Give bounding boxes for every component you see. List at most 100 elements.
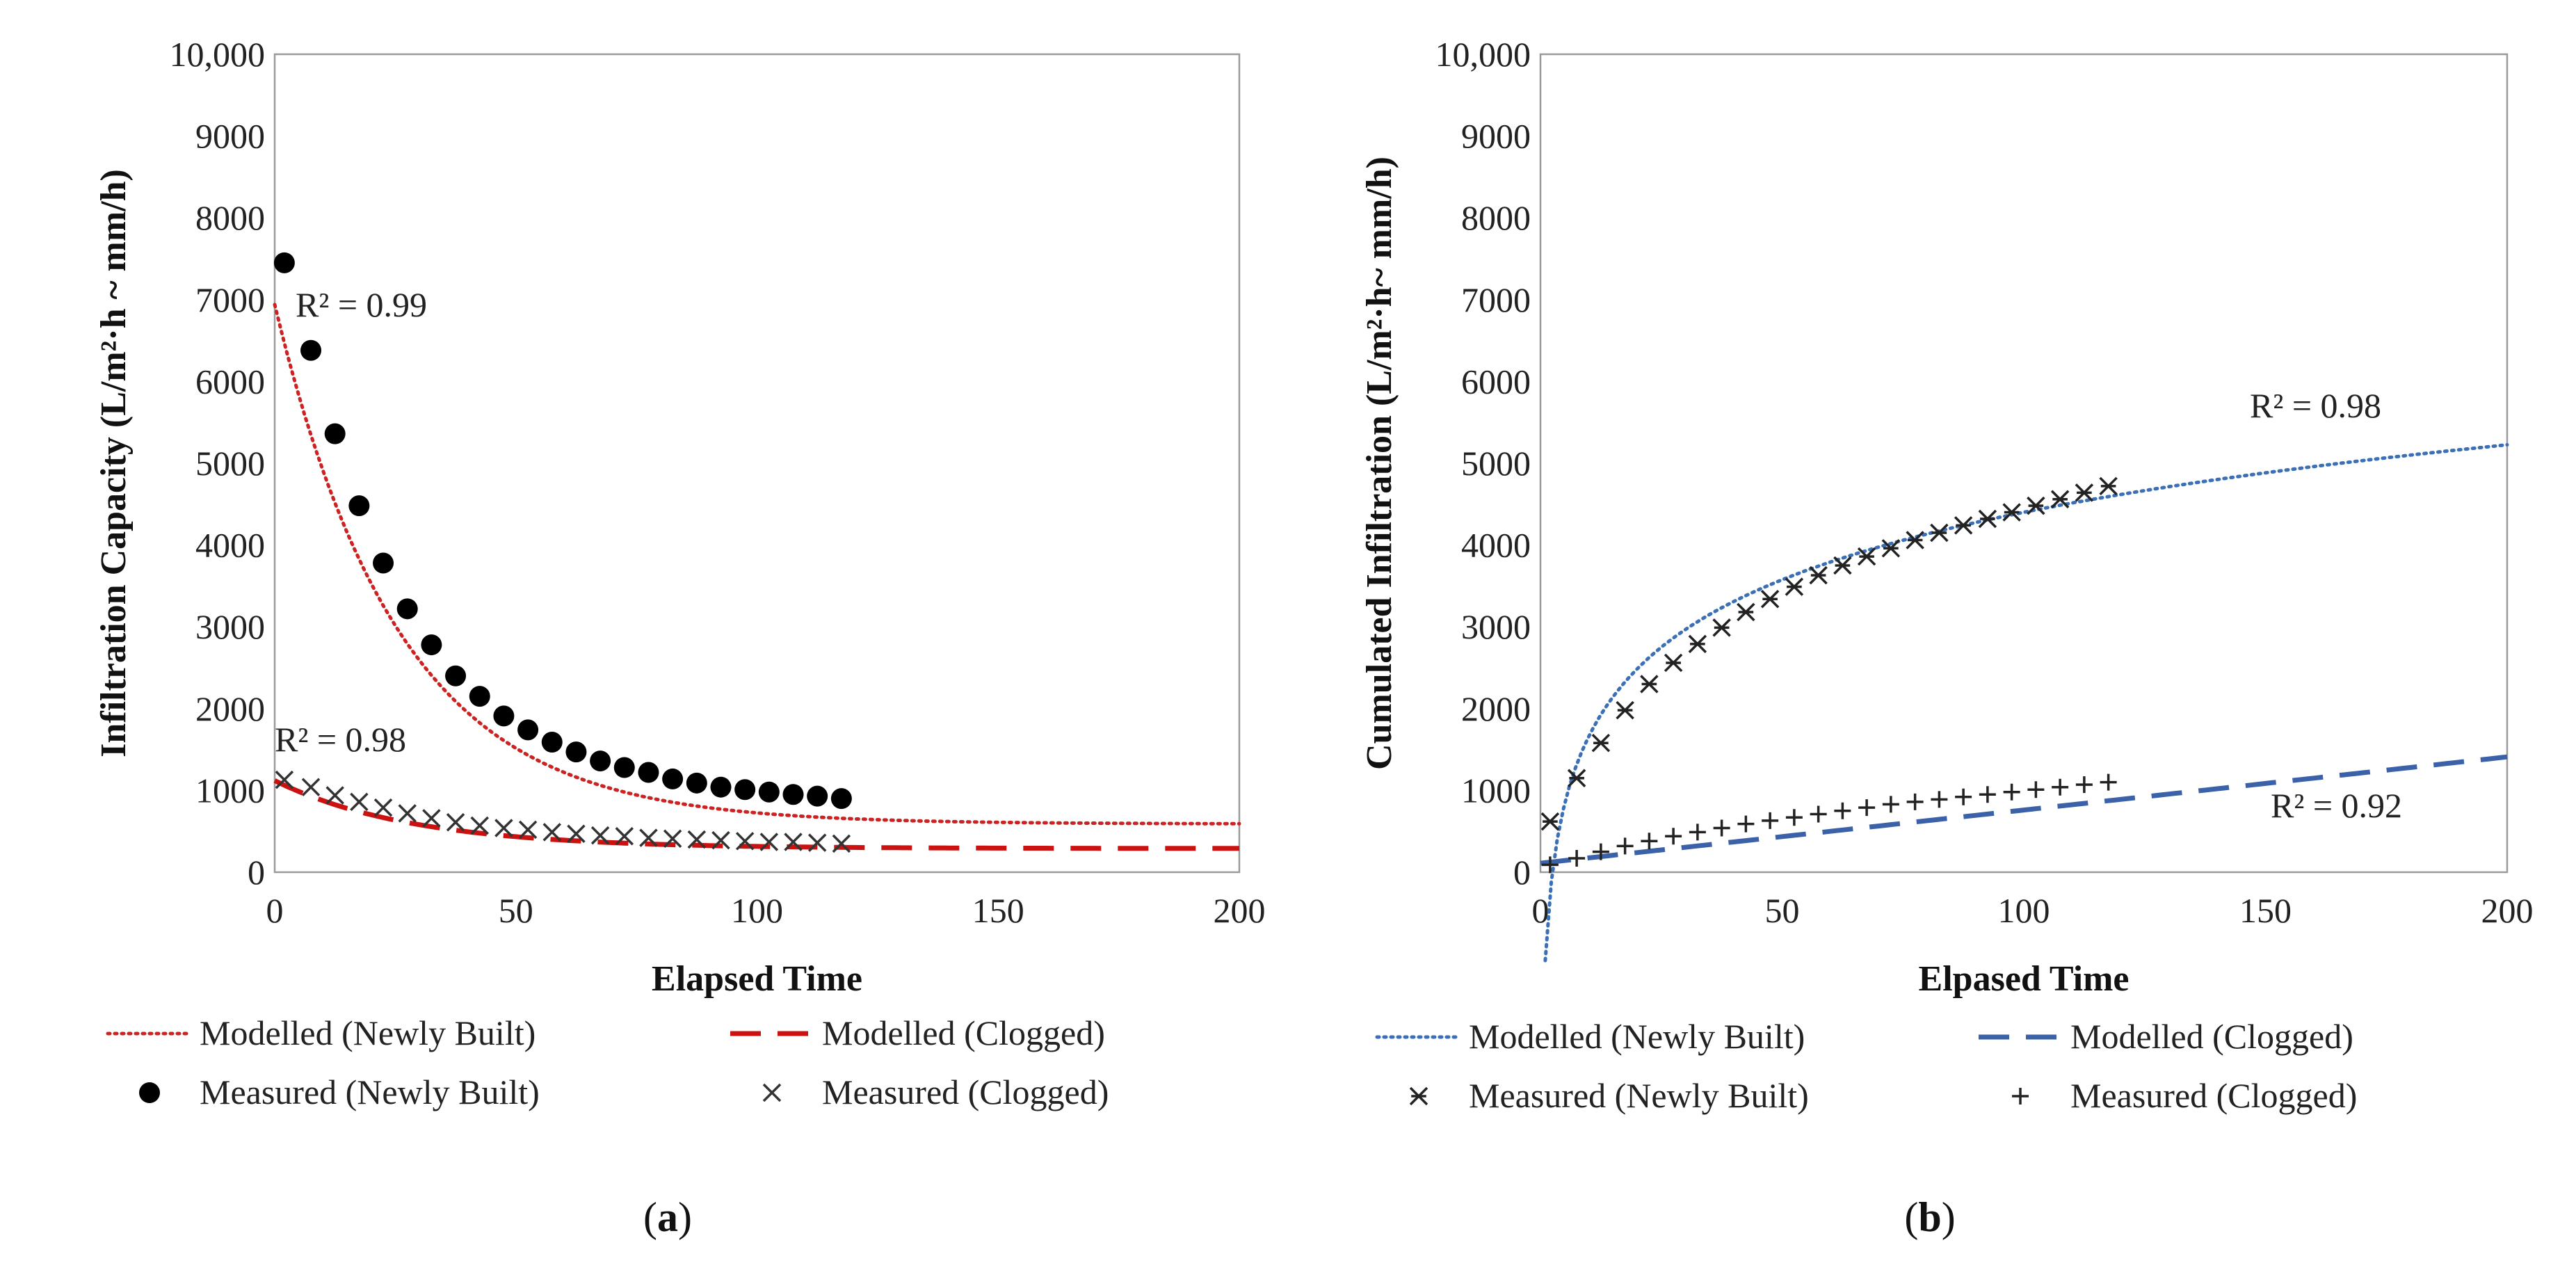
data-point bbox=[710, 776, 732, 798]
data-point bbox=[2050, 490, 2070, 508]
y-axis-label: Cumulated Infiltration (L/m²·h~ mm/h) bbox=[1360, 156, 1399, 770]
x-axis-label: Elapsed Time bbox=[652, 959, 862, 999]
data-point bbox=[373, 552, 394, 574]
data-point bbox=[2027, 496, 2045, 515]
x-tick-label: 150 bbox=[2239, 891, 2292, 930]
data-point bbox=[422, 809, 441, 828]
y-tick-label: 1000 bbox=[195, 771, 265, 810]
data-point bbox=[1810, 805, 1827, 823]
data-point bbox=[493, 705, 515, 727]
y-tick-label: 8000 bbox=[1461, 198, 1531, 237]
data-point bbox=[1882, 796, 1899, 813]
series-measured-clogged bbox=[275, 770, 851, 853]
data-point bbox=[639, 828, 658, 847]
y-tick-label: 9000 bbox=[1461, 117, 1531, 156]
series-measured-newly-built bbox=[1540, 476, 2118, 831]
data-point bbox=[542, 823, 562, 842]
data-point bbox=[1857, 547, 1876, 566]
panel-b-plot-frame bbox=[1539, 53, 2509, 874]
series-modelled-newly-built bbox=[1543, 443, 2509, 963]
r2-annotation: R² = 0.98 bbox=[275, 720, 406, 759]
data-point bbox=[1906, 793, 1924, 810]
data-point bbox=[567, 824, 586, 843]
data-point bbox=[541, 732, 563, 753]
data-point bbox=[470, 816, 489, 835]
y-tick-label: 1000 bbox=[1461, 771, 1531, 810]
panel-label: (b) bbox=[1904, 1194, 1955, 1240]
series-line bbox=[273, 303, 1241, 826]
legend-label: Modelled (Newly Built) bbox=[200, 1013, 536, 1052]
data-point bbox=[1540, 812, 1560, 831]
y-axis-label: Infiltration Capacity (L/m²·h ~ mm/h) bbox=[94, 169, 134, 757]
data-point bbox=[590, 750, 611, 772]
data-point bbox=[687, 830, 707, 849]
data-point bbox=[832, 834, 851, 853]
data-point bbox=[565, 741, 587, 763]
data-point bbox=[1713, 819, 1730, 837]
y-tick-label: 0 bbox=[248, 853, 265, 892]
data-point bbox=[711, 830, 730, 850]
data-point bbox=[1906, 531, 1924, 549]
data-point bbox=[1664, 653, 1683, 673]
series-measured-clogged bbox=[1541, 773, 2117, 874]
y-tick-label: 6000 bbox=[1461, 362, 1531, 401]
data-point bbox=[446, 813, 465, 832]
series-line bbox=[273, 778, 1239, 851]
x-tick-label: 100 bbox=[1998, 891, 2050, 930]
y-tick-label: 6000 bbox=[195, 362, 265, 401]
data-point bbox=[300, 339, 322, 361]
data-point bbox=[759, 833, 779, 851]
legend-swatch bbox=[2012, 1088, 2029, 1105]
data-point bbox=[2099, 476, 2118, 496]
y-tick-label: 5000 bbox=[1461, 444, 1531, 483]
y-tick-label: 3000 bbox=[1461, 607, 1531, 646]
x-tick-label: 100 bbox=[731, 891, 783, 930]
data-point bbox=[1665, 828, 1682, 845]
legend-label: Modelled (Clogged) bbox=[822, 1013, 1105, 1052]
r2-annotation: R² = 0.98 bbox=[2250, 386, 2381, 425]
legend-label: Measured (Clogged) bbox=[822, 1073, 1109, 1111]
series-modelled-clogged bbox=[273, 778, 1239, 851]
data-point bbox=[348, 495, 370, 517]
y-tick-label: 7000 bbox=[195, 280, 265, 319]
data-point bbox=[590, 826, 610, 845]
legend-label: Modelled (Newly Built) bbox=[1469, 1017, 1805, 1056]
data-point bbox=[421, 634, 442, 656]
data-point bbox=[2075, 483, 2094, 502]
data-point bbox=[1541, 856, 1559, 874]
series-measured-newly-built bbox=[273, 252, 852, 810]
data-point bbox=[686, 772, 707, 794]
data-point bbox=[350, 792, 369, 812]
data-point bbox=[1834, 802, 1851, 819]
data-point bbox=[469, 686, 490, 707]
series-modelled-clogged bbox=[1540, 754, 2508, 866]
data-point bbox=[1640, 675, 1659, 693]
data-point bbox=[445, 665, 467, 686]
y-tick-label: 0 bbox=[1513, 853, 1531, 892]
data-point bbox=[784, 833, 803, 851]
data-point bbox=[396, 598, 418, 620]
data-point bbox=[324, 423, 346, 444]
data-point bbox=[1616, 700, 1634, 720]
data-point bbox=[782, 784, 804, 805]
data-point bbox=[1833, 556, 1852, 575]
panel-b: 010002000300040005000600070008000900010,… bbox=[1360, 35, 2534, 1240]
data-point bbox=[1737, 815, 1755, 833]
data-point bbox=[2003, 783, 2020, 801]
data-point bbox=[758, 781, 780, 803]
data-point bbox=[1979, 786, 1996, 803]
series-line bbox=[1543, 443, 2509, 963]
data-point bbox=[663, 829, 682, 849]
x-tick-label: 200 bbox=[2481, 891, 2534, 930]
data-point bbox=[807, 833, 827, 852]
r2-annotation: R² = 0.99 bbox=[296, 285, 427, 324]
legend-swatch bbox=[1409, 1086, 1428, 1106]
data-point bbox=[1712, 618, 1731, 637]
x-tick-label: 200 bbox=[1214, 891, 1266, 930]
y-tick-label: 10,000 bbox=[170, 35, 266, 74]
series-line bbox=[1540, 754, 2508, 866]
data-point bbox=[518, 820, 538, 840]
data-point bbox=[2002, 503, 2021, 522]
x-tick-label: 0 bbox=[1532, 891, 1549, 930]
legend-swatch bbox=[762, 1083, 782, 1102]
